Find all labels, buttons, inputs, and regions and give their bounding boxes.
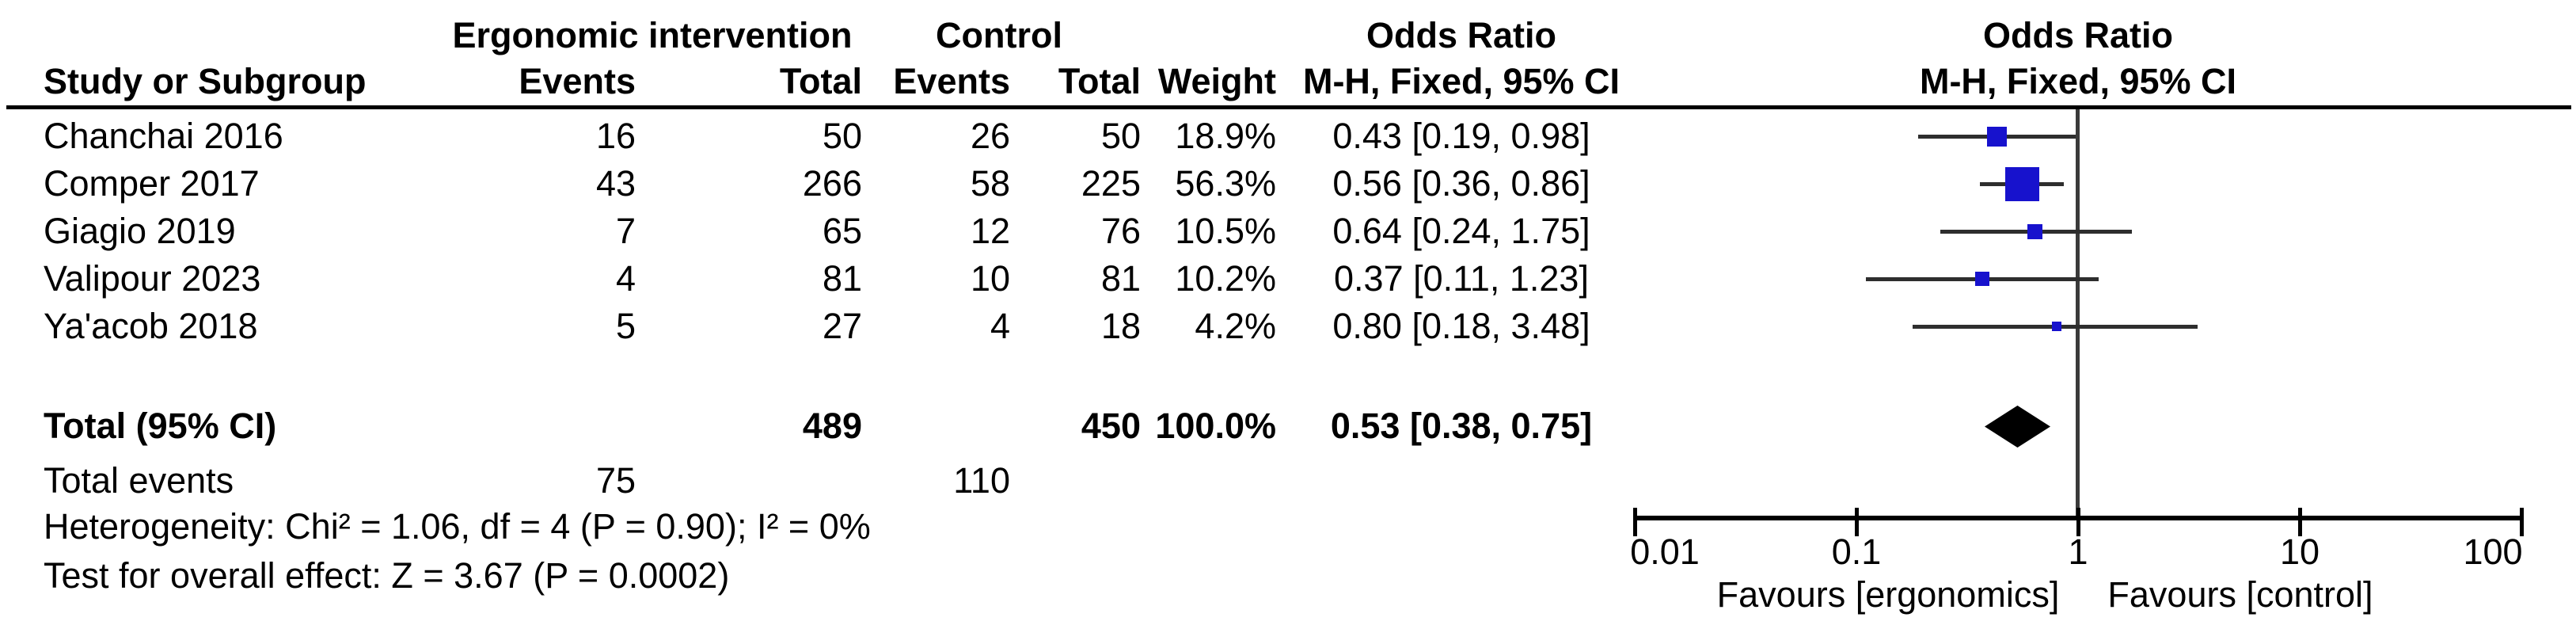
group-header-odds-ratio-plot: Odds Ratio — [1982, 15, 2173, 55]
header-rule — [6, 105, 2571, 109]
ctrl-events-cell: 12 — [970, 211, 1010, 251]
col-header-ctrl-events: Events — [893, 61, 1010, 101]
total-events-ctrl: 110 — [953, 460, 1010, 501]
favours-left-label: Favours [ergonomics] — [1716, 574, 2060, 615]
weight-cell: 4.2% — [1195, 306, 1276, 346]
or-marker — [1987, 126, 2007, 147]
or-marker — [1975, 272, 1989, 286]
study-name: Giagio 2019 — [44, 211, 236, 251]
col-header-ctrl-total: Total — [1058, 61, 1141, 101]
total-int-total: 489 — [802, 406, 862, 446]
col-header-study: Study or Subgroup — [44, 61, 367, 101]
int-total-cell: 266 — [802, 163, 862, 204]
int-events-cell: 7 — [615, 211, 636, 251]
col-header-mh-ci-plot: M-H, Fixed, 95% CI — [1919, 61, 2237, 101]
favours-right-label: Favours [control] — [2107, 574, 2373, 615]
ctrl-total-cell: 18 — [1100, 306, 1141, 346]
or-marker — [2005, 166, 2039, 201]
axis-tick-label: 0.1 — [1831, 532, 1882, 572]
weight-cell: 56.3% — [1175, 163, 1276, 204]
study-name: Ya'acob 2018 — [44, 306, 258, 346]
int-events-cell: 16 — [595, 116, 636, 156]
axis-tick — [1855, 508, 1859, 536]
total-events-int: 75 — [595, 460, 636, 501]
ctrl-events-cell: 58 — [970, 163, 1010, 204]
study-name: Comper 2017 — [44, 163, 260, 204]
or-ci-cell: 0.80 [0.18, 3.48] — [1332, 306, 1590, 346]
ctrl-total-cell: 50 — [1100, 116, 1141, 156]
col-header-int-total: Total — [779, 61, 862, 101]
weight-cell: 18.9% — [1175, 116, 1276, 156]
group-header-control: Control — [936, 15, 1062, 55]
total-events-label: Total events — [44, 460, 234, 501]
or-ci-cell: 0.37 [0.11, 1.23] — [1334, 258, 1589, 299]
or-ci-cell: 0.43 [0.19, 0.98] — [1332, 116, 1590, 156]
axis-tick-label: 1 — [2068, 532, 2088, 572]
total-weight: 100.0% — [1155, 406, 1276, 446]
or-marker — [2027, 223, 2042, 239]
weight-cell: 10.5% — [1175, 211, 1276, 251]
axis-tick-label: 100 — [2463, 532, 2523, 572]
total-ctrl-total: 450 — [1081, 406, 1141, 446]
axis-tick-label: 10 — [2279, 532, 2320, 572]
weight-cell: 10.2% — [1175, 258, 1276, 299]
overall-effect-text: Test for overall effect: Z = 3.67 (P = 0… — [44, 555, 730, 596]
or-ci-cell: 0.56 [0.36, 0.86] — [1332, 163, 1590, 204]
study-name: Valipour 2023 — [44, 258, 261, 299]
int-events-cell: 5 — [615, 306, 636, 346]
int-total-cell: 27 — [822, 306, 862, 346]
null-effect-line — [2076, 109, 2080, 520]
group-header-intervention: Ergonomic intervention — [452, 15, 853, 55]
col-header-weight: Weight — [1157, 61, 1276, 101]
ctrl-total-cell: 225 — [1081, 163, 1141, 204]
axis-tick — [2298, 508, 2302, 536]
ctrl-events-cell: 4 — [990, 306, 1010, 346]
axis-tick — [2520, 508, 2524, 536]
int-total-cell: 65 — [822, 211, 862, 251]
study-name: Chanchai 2016 — [44, 116, 283, 156]
col-header-int-events: Events — [519, 61, 636, 101]
axis-tick — [1633, 508, 1637, 536]
axis-tick — [2076, 508, 2080, 536]
heterogeneity-text: Heterogeneity: Chi² = 1.06, df = 4 (P = … — [44, 506, 871, 547]
total-or-ci: 0.53 [0.38, 0.75] — [1330, 406, 1593, 446]
group-header-odds-ratio-table: Odds Ratio — [1366, 15, 1556, 55]
total-label: Total (95% CI) — [44, 406, 277, 446]
int-events-cell: 4 — [615, 258, 636, 299]
int-total-cell: 81 — [822, 258, 862, 299]
col-header-mh-ci-table: M-H, Fixed, 95% CI — [1302, 61, 1620, 101]
summary-diamond — [1985, 406, 2050, 448]
or-marker — [2052, 322, 2061, 331]
ctrl-total-cell: 76 — [1100, 211, 1141, 251]
int-events-cell: 43 — [595, 163, 636, 204]
ctrl-total-cell: 81 — [1100, 258, 1141, 299]
int-total-cell: 50 — [822, 116, 862, 156]
axis-tick-label: 0.01 — [1630, 532, 1700, 572]
ctrl-events-cell: 10 — [970, 258, 1010, 299]
or-ci-cell: 0.64 [0.24, 1.75] — [1332, 211, 1590, 251]
ctrl-events-cell: 26 — [970, 116, 1010, 156]
